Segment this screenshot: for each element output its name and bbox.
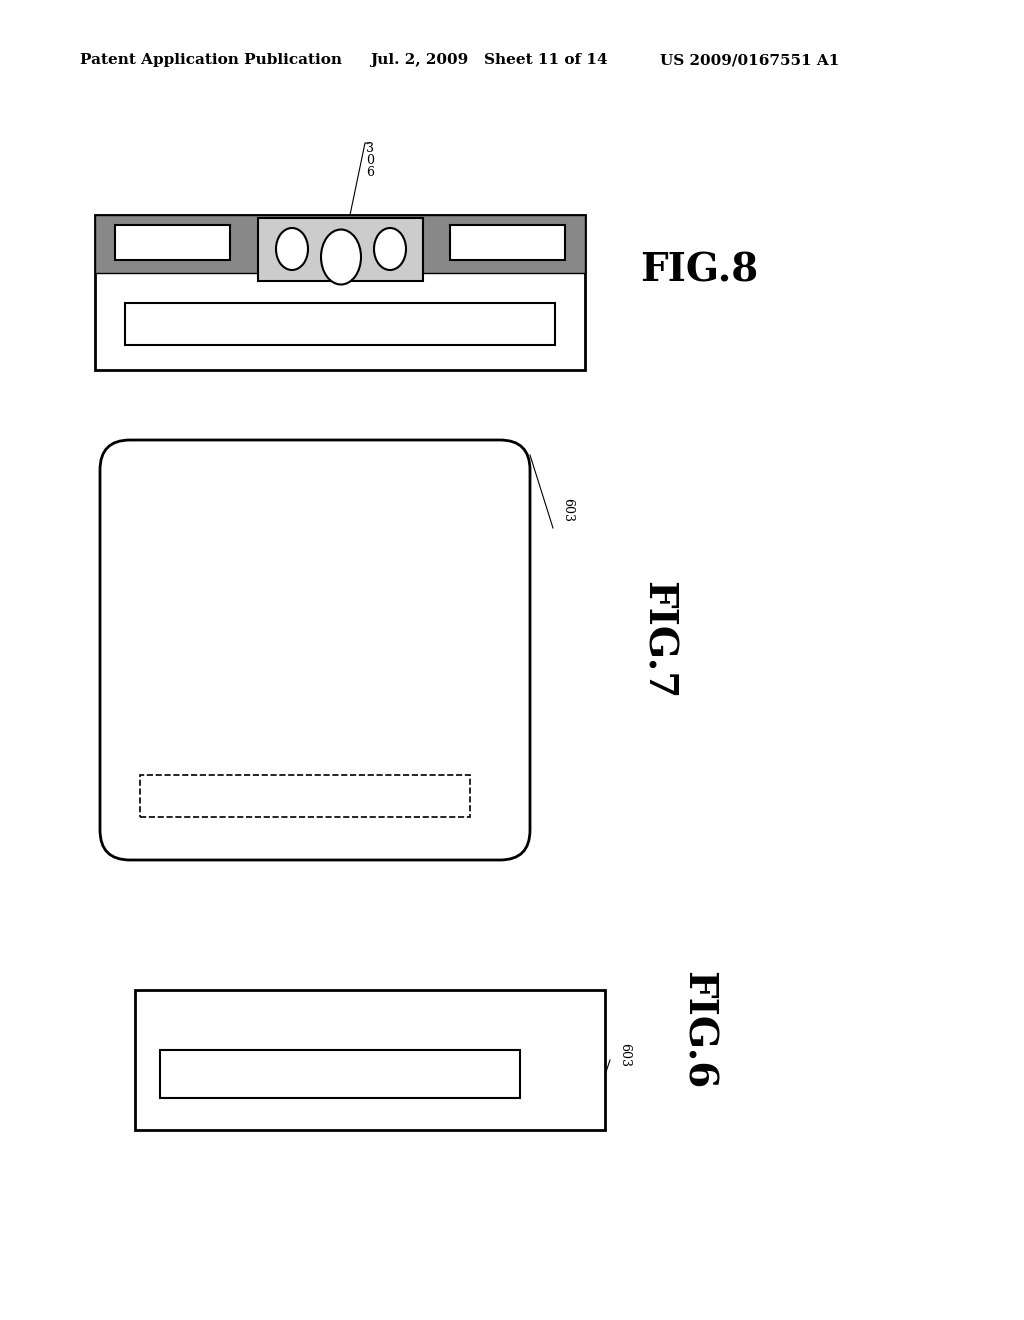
- Text: 603: 603: [561, 498, 574, 521]
- Bar: [115, 224, 230, 260]
- Text: FIG.6: FIG.6: [679, 970, 717, 1089]
- Text: US 2009/0167551 A1: US 2009/0167551 A1: [660, 53, 840, 67]
- Ellipse shape: [321, 230, 361, 285]
- Text: FIG.7: FIG.7: [639, 581, 677, 700]
- Bar: [140, 775, 470, 817]
- Text: 6: 6: [366, 166, 374, 180]
- Bar: [258, 218, 423, 281]
- Bar: [450, 224, 565, 260]
- Bar: [135, 990, 605, 1130]
- Bar: [95, 215, 585, 370]
- Bar: [160, 1049, 520, 1098]
- Ellipse shape: [374, 228, 406, 271]
- Text: Patent Application Publication: Patent Application Publication: [80, 53, 342, 67]
- Text: 603: 603: [618, 1043, 631, 1067]
- Text: 0: 0: [366, 154, 374, 168]
- FancyBboxPatch shape: [100, 440, 530, 861]
- Text: Jul. 2, 2009   Sheet 11 of 14: Jul. 2, 2009 Sheet 11 of 14: [370, 53, 607, 67]
- Text: 3: 3: [366, 143, 374, 156]
- Text: FIG.8: FIG.8: [640, 251, 758, 289]
- Bar: [95, 215, 585, 273]
- Ellipse shape: [276, 228, 308, 271]
- Bar: [125, 304, 555, 345]
